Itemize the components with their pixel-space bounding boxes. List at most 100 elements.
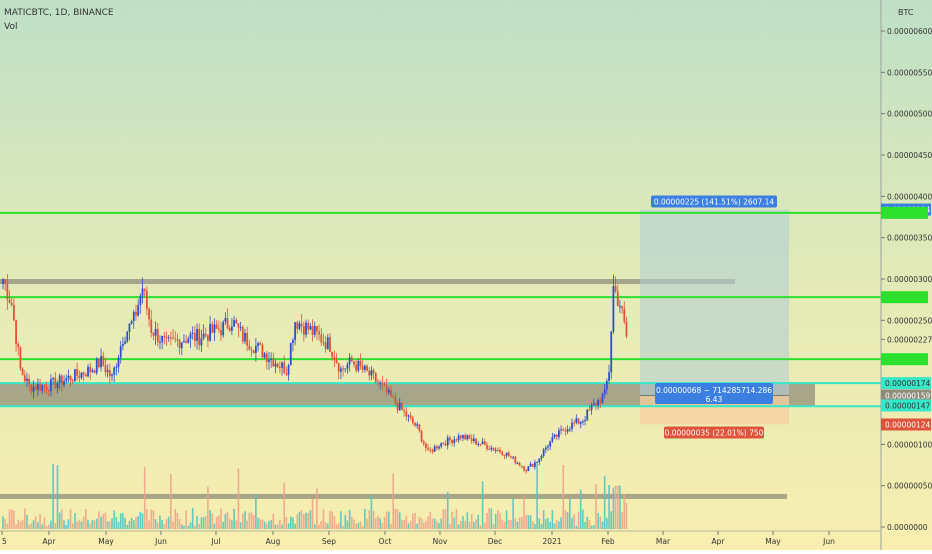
volume-bar [560,517,562,529]
candle-body [579,421,582,424]
volume-bar [272,513,275,529]
candle-body [409,415,412,418]
candle-body [115,367,118,369]
volume-bar [139,511,142,529]
candle-body [231,326,233,331]
volume-bar [117,521,120,529]
candle-body [599,399,602,404]
candle-body [233,319,235,327]
volume-bar [540,524,543,529]
candle-body [215,324,218,329]
volume-bar [313,524,316,529]
candle-body [584,420,586,422]
volume-bar [4,519,6,529]
volume-bar [374,518,377,529]
volume-bar [215,516,218,529]
volume-bar [309,510,312,529]
volume-bar [292,517,294,529]
volume-bar [133,520,135,529]
candle-body [551,437,554,442]
volume-bar [17,519,20,529]
volume-bar [43,517,46,529]
volume-bar [516,521,519,529]
volume-bar [231,520,233,529]
volume-bar [625,502,628,529]
candle-body [505,452,508,456]
candle-body [324,342,327,349]
volume-bar [148,520,150,529]
stop-label-bg [664,426,764,439]
volume-bar [379,518,381,529]
volume-bar [152,510,155,529]
volume-bar [377,515,379,529]
candle-body [350,357,353,362]
volume-bar [492,523,495,529]
candle-body [145,290,148,309]
candle-body [446,437,449,446]
volume-bar [224,513,227,529]
candle-body [544,447,547,450]
volume-bar [261,519,264,529]
symbol-title: MATICBTC, 1D, BINANCE [4,8,114,18]
candle-body [39,384,41,391]
candle-body [30,384,33,392]
volume-bar [614,485,617,529]
volume-bar [263,521,266,529]
candle-body [479,443,482,445]
candle-body [159,341,161,343]
volume-bar [575,525,578,529]
volume-bar [479,525,482,529]
volume-bar [427,516,429,529]
candle-body [590,405,593,411]
candle-body [320,334,323,343]
candle-body [311,326,314,335]
candle-body [527,466,530,472]
candle-body [52,377,55,380]
volume-bar [348,509,351,529]
candle-body [302,326,305,335]
candle-body [608,372,610,381]
volume-bar [52,464,54,529]
candle-body [185,340,188,343]
candle-body [623,308,626,322]
volume-bar [457,524,460,529]
candle-body [566,429,569,432]
volume-bar [8,509,11,529]
candle-body [420,430,423,442]
candle-body [318,331,320,335]
candle-body [538,458,541,463]
target-label: 0.00000225 (141.51%) 2607.14 [654,198,775,207]
volume-bar [431,518,434,529]
candle-body [575,418,578,423]
volume-bar [248,512,251,529]
volume-bar [355,523,357,529]
candle-body [435,446,438,449]
candle-body [209,324,211,341]
volume-bar [527,515,530,529]
volume-bar [444,509,447,529]
candle-body [89,366,92,373]
volume-bar [207,486,209,529]
time-tick-label: Jul [210,537,220,546]
volume-bar [283,482,286,529]
volume-bar [335,524,338,529]
time-tick-label: Oct [379,537,392,546]
volume-bar [119,513,122,529]
volume-bar [555,519,558,529]
volume-bar [187,525,190,529]
volume-bar [98,511,100,529]
candle-body [191,332,194,334]
candle-body [536,462,538,464]
candle-body [211,324,214,333]
price-tick-label: 0.00000050 [887,482,932,491]
volume-bar [67,519,70,529]
candle-body [165,336,168,338]
volume-bar [213,523,216,529]
volume-bar [381,522,384,529]
volume-bar [536,463,538,529]
volume-bar [453,517,456,529]
volume-bar [180,524,183,529]
candle-body [200,338,203,346]
